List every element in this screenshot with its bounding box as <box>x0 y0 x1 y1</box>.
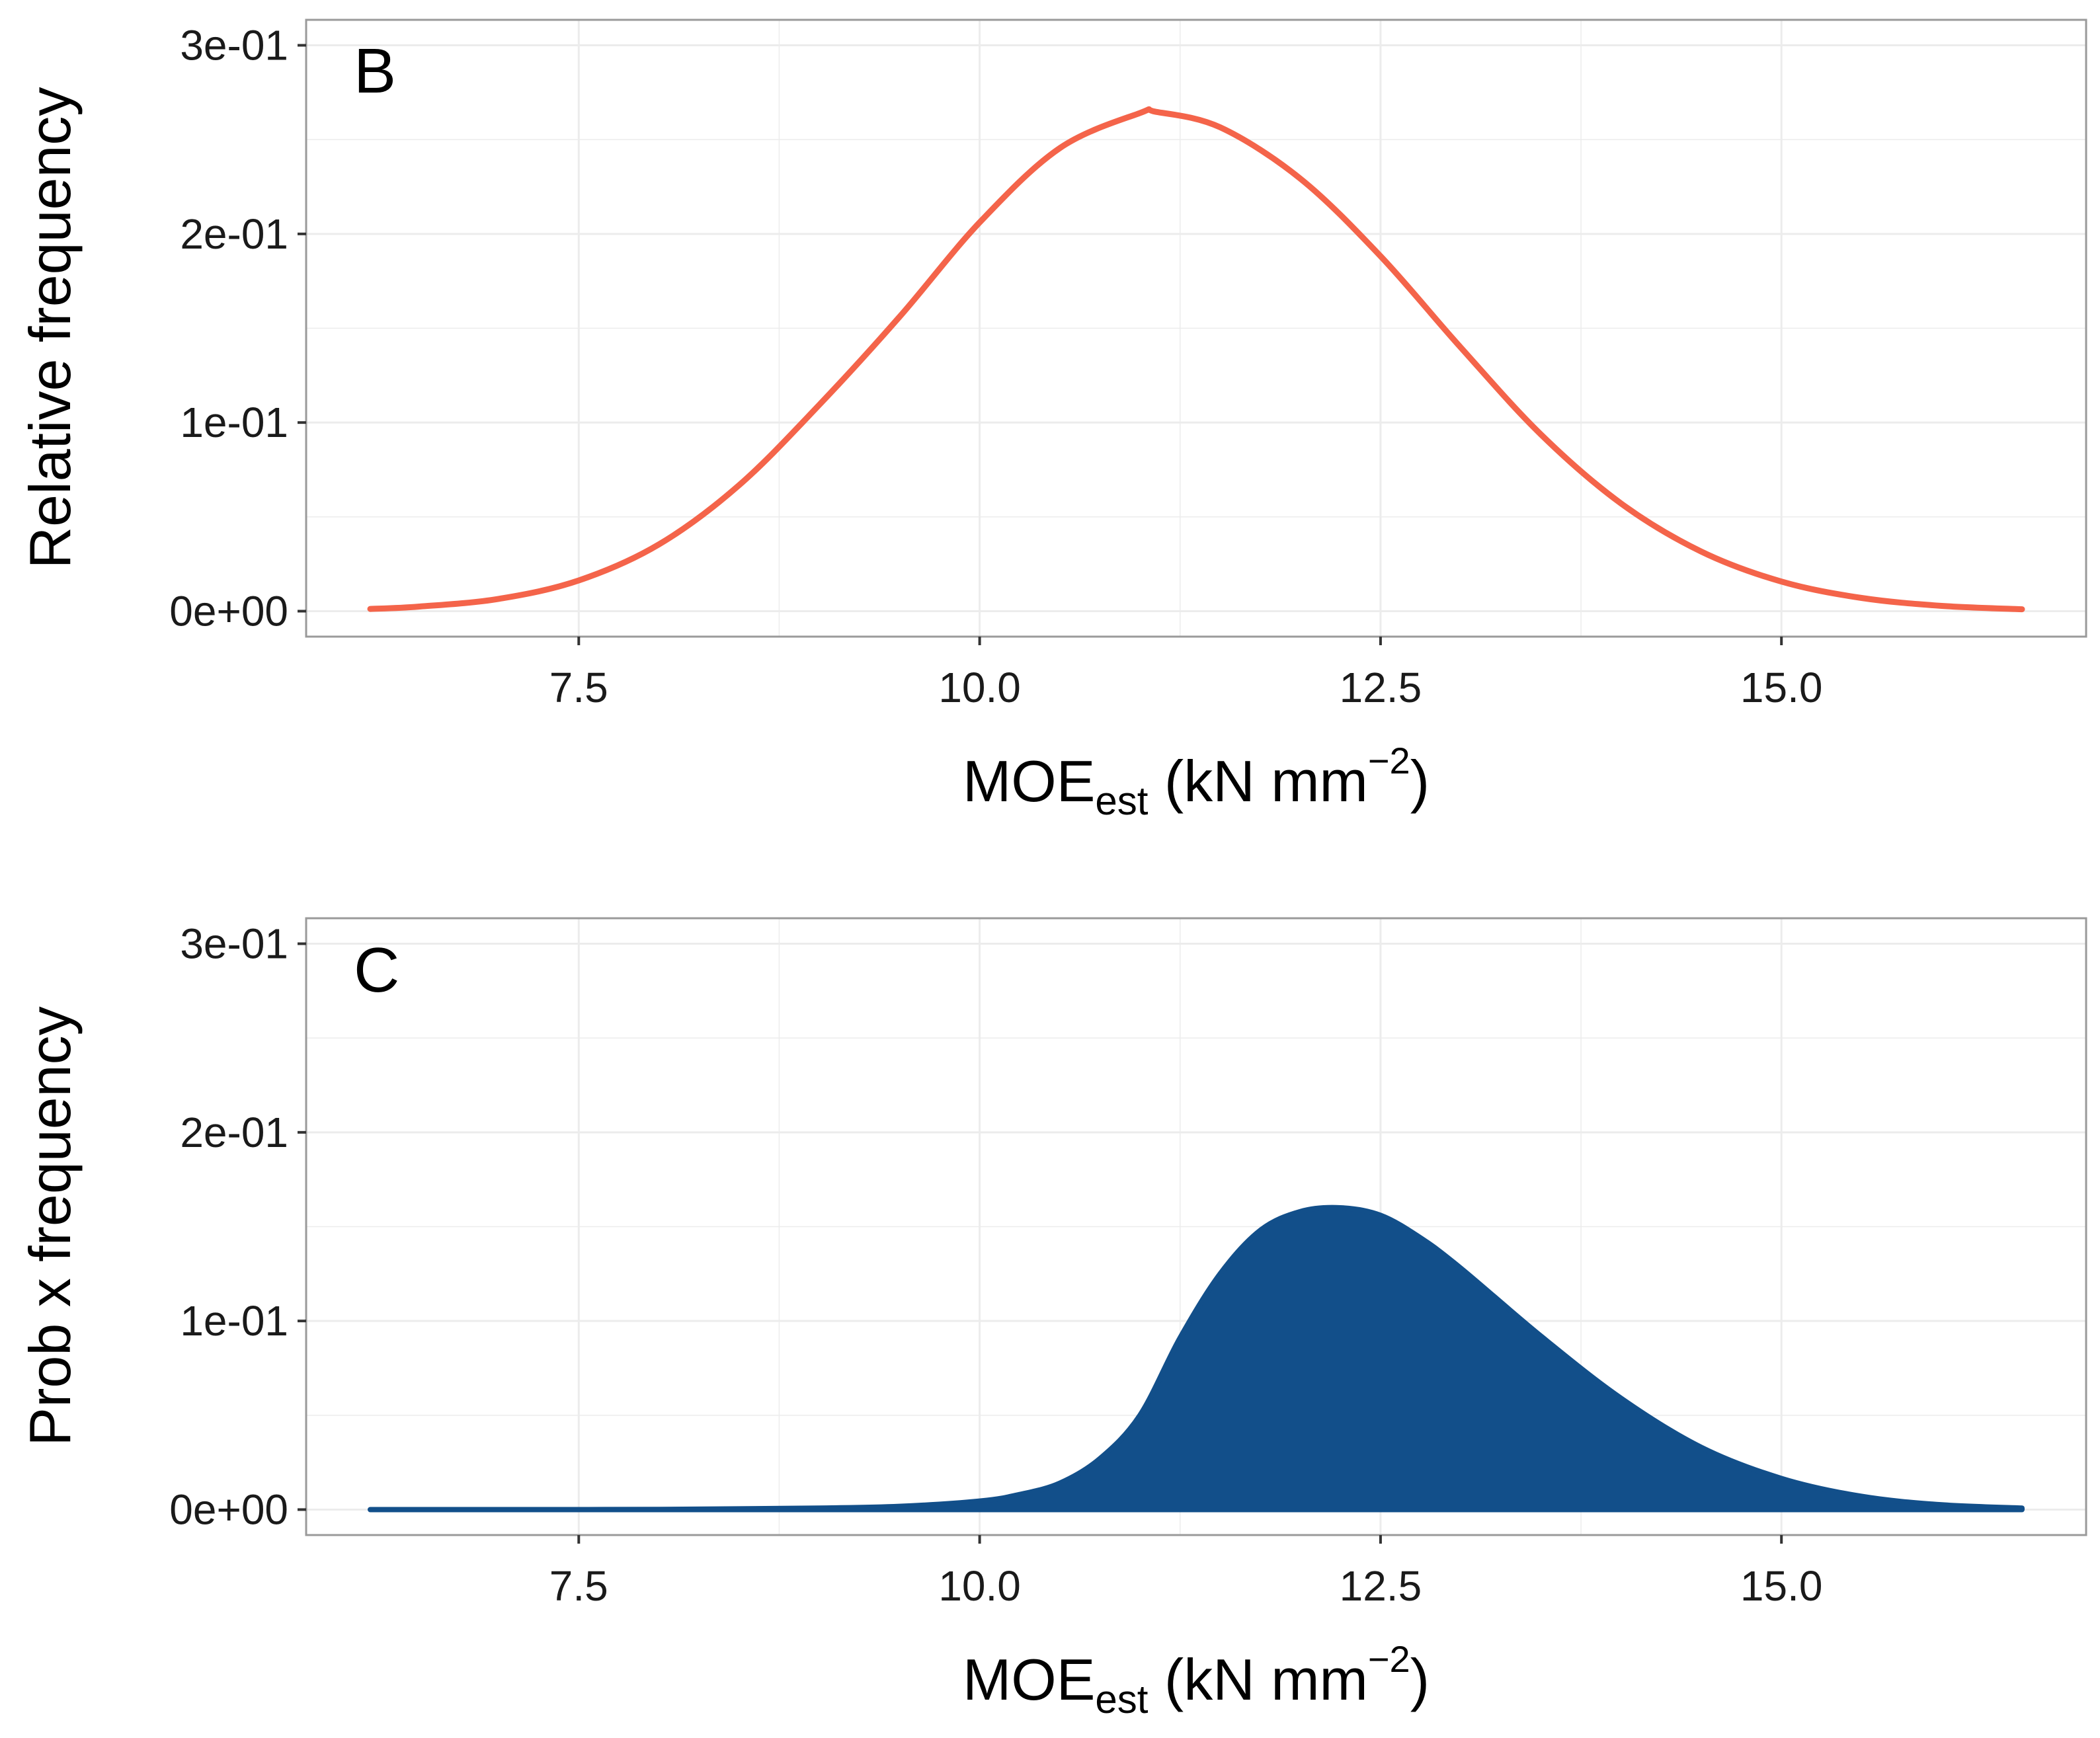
panel-c-series-area <box>368 1205 2025 1513</box>
panel-b-y-tick-label: 1e-01 <box>180 399 288 446</box>
panel-b-x-axis-title: MOEest (kN mm−2) <box>963 740 1430 823</box>
panel-c-x-tick-label: 12.5 <box>1340 1562 1422 1610</box>
panel-c-y-tick-label: 2e-01 <box>180 1109 288 1156</box>
panel-b-x-axis: 7.5 10.0 12.5 15.0 <box>549 637 1823 711</box>
panel-c-y-tick-label: 0e+00 <box>169 1485 288 1533</box>
panel-b-label: B <box>354 36 396 106</box>
panel-c-x-tick-label: 10.0 <box>938 1562 1021 1610</box>
panel-b-x-tick-label: 10.0 <box>938 664 1021 711</box>
panel-c-x-title-subscript: est <box>1095 1677 1148 1721</box>
panel-b-x-title-close: ) <box>1410 748 1430 814</box>
panel-b-x-tick-label: 12.5 <box>1340 664 1422 711</box>
panel-b-x-tick-label: 15.0 <box>1740 664 1823 711</box>
panel-c-x-title-close: ) <box>1410 1647 1430 1712</box>
panel-c-label: C <box>354 935 399 1006</box>
panel-b-x-tick-label: 7.5 <box>549 664 608 711</box>
panel-b: B 0e+00 1e-01 2e-01 3e-01 7.5 10.0 12.5 … <box>17 19 2087 823</box>
panel-b-y-tick-label: 3e-01 <box>180 22 288 69</box>
panel-b-x-title-subscript: est <box>1095 779 1148 823</box>
panel-c-x-title-units: (kN mm <box>1148 1647 1367 1712</box>
panel-c-y-axis-title: Prob x frequency <box>17 1006 83 1446</box>
panel-c-border <box>305 917 2087 1536</box>
panel-c-x-axis-title: MOEest (kN mm−2) <box>963 1638 1430 1721</box>
panel-c-y-tick-label: 1e-01 <box>180 1297 288 1345</box>
panel-b-y-tick-label: 0e+00 <box>169 587 288 635</box>
panel-c-y-tick-label: 3e-01 <box>180 920 288 968</box>
panel-c-x-tick-label: 15.0 <box>1740 1562 1823 1610</box>
panel-c-x-title-main: MOE <box>963 1647 1095 1712</box>
panel-c-x-title-superscript: −2 <box>1368 1638 1410 1680</box>
panel-b-y-axis: 0e+00 1e-01 2e-01 3e-01 <box>169 22 306 635</box>
panel-b-x-title-superscript: −2 <box>1368 740 1410 781</box>
panel-c: C 0e+00 1e-01 2e-01 3e-01 7.5 10.0 12.5 … <box>17 917 2087 1721</box>
panel-c-y-axis: 0e+00 1e-01 2e-01 3e-01 <box>169 920 306 1533</box>
panel-b-x-title-main: MOE <box>963 748 1095 814</box>
panel-b-series-line <box>367 106 2025 613</box>
panel-b-y-axis-title: Relative frequency <box>17 87 83 569</box>
panel-b-border <box>305 19 2087 638</box>
panel-b-x-title-units: (kN mm <box>1148 748 1367 814</box>
panel-b-y-tick-label: 2e-01 <box>180 210 288 258</box>
panel-c-x-tick-label: 7.5 <box>549 1562 608 1610</box>
panel-c-x-axis: 7.5 10.0 12.5 15.0 <box>549 1535 1823 1610</box>
panel-b-grid <box>306 20 2086 637</box>
